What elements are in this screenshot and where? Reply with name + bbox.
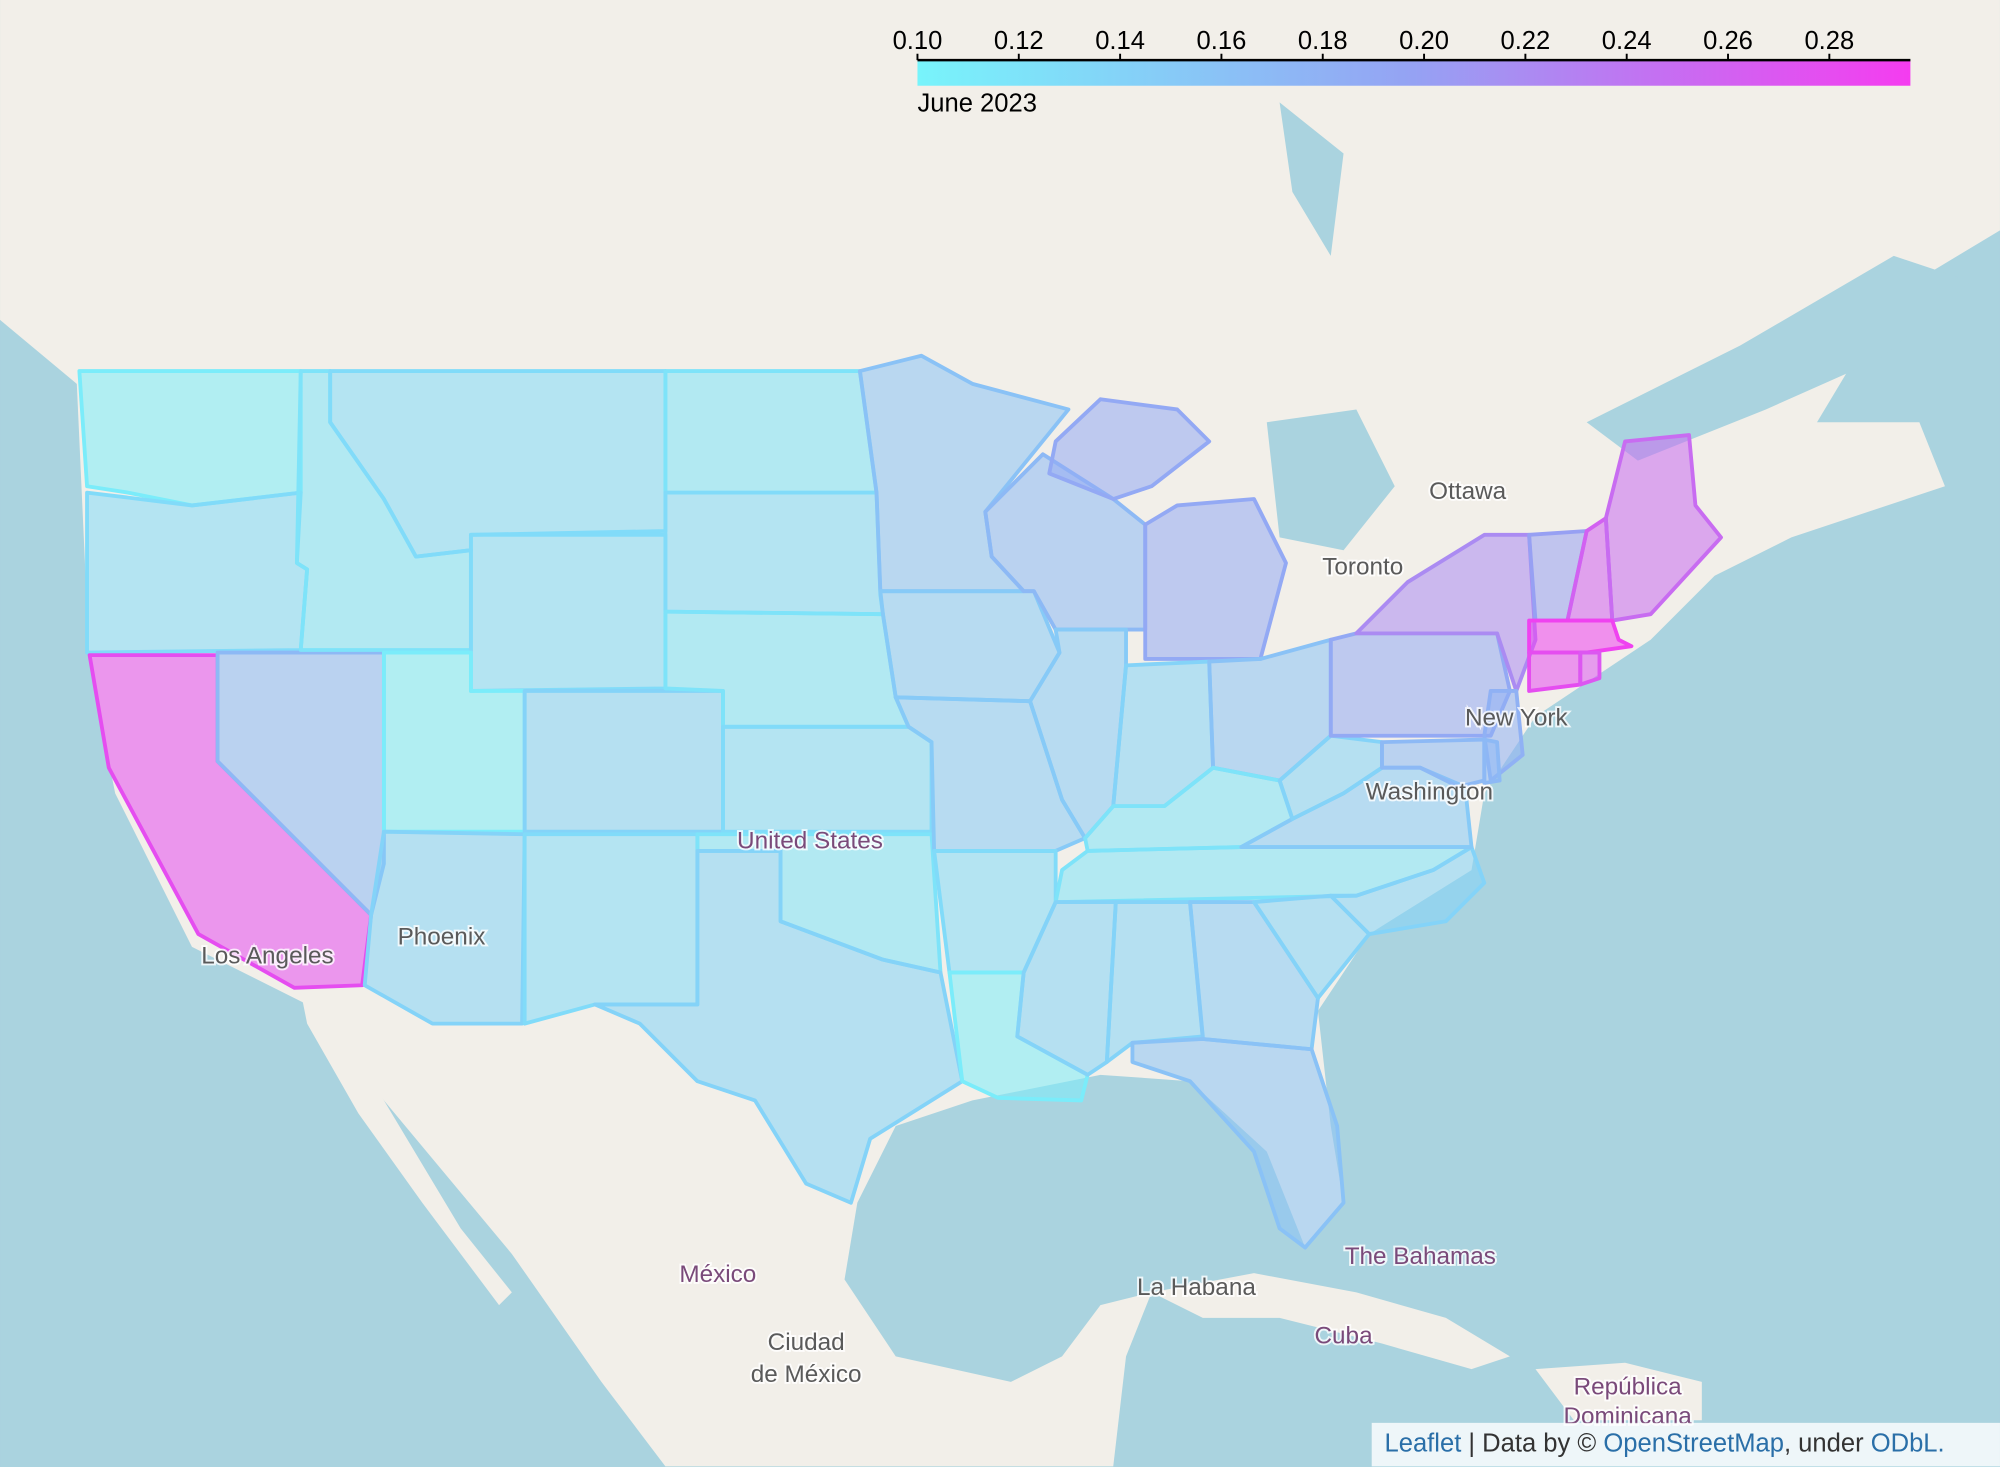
colorbar: June 2023 0.10 0.12 0.14 0.16 0.18 0.20 0.22 0.…: [893, 27, 1911, 118]
place-label: Phoenix: [398, 923, 486, 950]
colorbar-tick-label: 0.22: [1500, 27, 1550, 55]
place-label: de México: [751, 1361, 862, 1388]
region: [1188, 900, 1320, 1052]
colorbar-tick-label: 0.24: [1602, 27, 1652, 55]
region: [85, 490, 310, 655]
place-label: United States: [737, 827, 883, 854]
colorbar-tick-label: 0.20: [1399, 27, 1449, 55]
colorbar-tick-label: 0.18: [1298, 27, 1348, 55]
colorbar-tick-label: 0.14: [1095, 27, 1145, 55]
regions: [77, 353, 1723, 1250]
place-label: Cuba: [1315, 1323, 1374, 1350]
region: [468, 532, 668, 693]
region: [77, 369, 303, 508]
lake: [1266, 102, 1395, 551]
place-label: Ottawa: [1429, 478, 1506, 505]
region: [522, 689, 725, 834]
region: [1130, 1037, 1346, 1250]
colorbar-tick-label: 0.28: [1804, 27, 1854, 55]
place-label: La Habana: [1137, 1274, 1256, 1301]
place-label: New York: [1465, 705, 1568, 732]
leaflet-link[interactable]: Leaflet: [1385, 1429, 1462, 1457]
colorbar-title: June 2023: [917, 90, 1036, 118]
region: [1047, 397, 1288, 661]
colorbar-tick-label: 0.10: [893, 27, 943, 55]
colorbar-tick-label: 0.12: [994, 27, 1044, 55]
place-label: República: [1574, 1374, 1683, 1401]
colorbar-tick-label: 0.26: [1703, 27, 1753, 55]
attribution: Leaflet | Data by © OpenStreetMap, under…: [1371, 1422, 2000, 1467]
region: [663, 490, 885, 617]
odbl-link[interactable]: ODbL.: [1871, 1429, 1945, 1457]
attribution-under: , under: [1784, 1429, 1864, 1457]
land-hispaniola: [1535, 1362, 1702, 1421]
region: [593, 848, 965, 1205]
region: [522, 832, 700, 1026]
place-label: The Bahamas: [1345, 1243, 1496, 1270]
colorbar-tick-label: 0.16: [1197, 27, 1247, 55]
region: [1578, 650, 1602, 687]
osm-link[interactable]: OpenStreetMap: [1603, 1429, 1784, 1457]
place-label: Toronto: [1322, 554, 1403, 581]
region: [1328, 845, 1487, 936]
place-label: México: [679, 1261, 756, 1288]
attribution-box: [1371, 1422, 2000, 1467]
region: [1603, 433, 1723, 623]
place-label: Washington: [1366, 779, 1493, 806]
region: [663, 369, 879, 495]
place-label: Los Angeles: [201, 943, 333, 970]
region: [1527, 650, 1583, 693]
region: [1482, 737, 1502, 786]
place-label: Ciudad: [768, 1329, 845, 1356]
land-cuba: [1151, 1273, 1510, 1370]
region: [878, 589, 1062, 704]
region: [721, 724, 934, 834]
gulf-st-lawrence: [1586, 255, 1971, 461]
colorbar-bar: [917, 60, 1911, 86]
attribution-text: Leaflet | Data by © OpenStreetMap, under…: [1385, 1429, 1945, 1457]
land-baja: [300, 991, 512, 1306]
attribution-data: | Data by ©: [1468, 1429, 1596, 1457]
